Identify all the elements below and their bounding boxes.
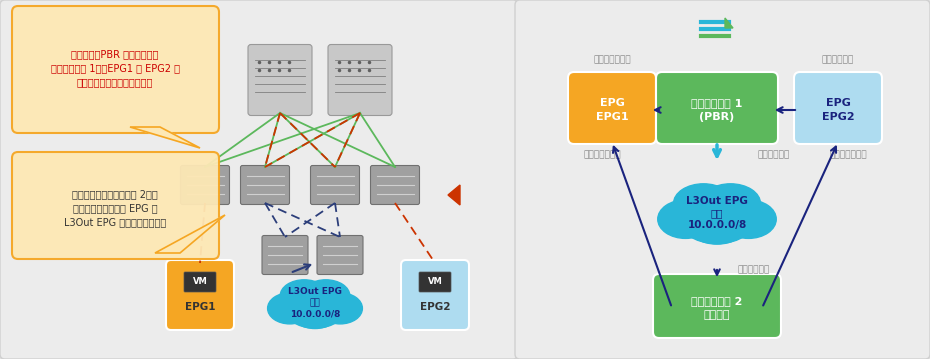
Ellipse shape — [721, 200, 777, 238]
FancyBboxPatch shape — [262, 236, 308, 275]
Ellipse shape — [658, 200, 713, 238]
FancyBboxPatch shape — [653, 274, 781, 338]
Text: EPG1: EPG1 — [185, 302, 215, 312]
FancyBboxPatch shape — [12, 152, 219, 259]
Text: コンシューマー: コンシューマー — [593, 56, 631, 65]
Text: プロバイダー: プロバイダー — [737, 266, 769, 275]
Ellipse shape — [291, 297, 339, 328]
Ellipse shape — [318, 293, 363, 324]
Text: コントラクト 2
（許可）: コントラクト 2 （許可） — [691, 297, 743, 320]
Text: コントラクト: コントラクト — [757, 150, 790, 159]
Ellipse shape — [700, 184, 761, 223]
FancyBboxPatch shape — [328, 45, 392, 116]
Text: L3Out EPG
外部
10.0.0.0/8: L3Out EPG 外部 10.0.0.0/8 — [686, 196, 748, 230]
Polygon shape — [155, 215, 225, 253]
FancyBboxPatch shape — [311, 165, 360, 205]
FancyBboxPatch shape — [317, 236, 363, 275]
FancyBboxPatch shape — [656, 72, 778, 144]
FancyBboxPatch shape — [12, 6, 219, 133]
FancyBboxPatch shape — [0, 0, 518, 359]
Text: EPG2: EPG2 — [419, 302, 450, 312]
Polygon shape — [725, 18, 733, 28]
Ellipse shape — [687, 205, 747, 244]
Text: プロバイダー: プロバイダー — [822, 56, 854, 65]
Text: VM: VM — [428, 278, 443, 286]
FancyBboxPatch shape — [419, 272, 451, 292]
Polygon shape — [448, 185, 460, 205]
Polygon shape — [130, 127, 200, 148]
Text: 垂直方向（コントラクト 2）：
ファイアウォールを EPG と
L3Out EPG の間のパスに配置: 垂直方向（コントラクト 2）： ファイアウォールを EPG と L3Out EP… — [64, 189, 166, 227]
Text: コンシューマー: コンシューマー — [830, 150, 867, 159]
Ellipse shape — [676, 186, 758, 244]
Text: L3Out EPG
外部
10.0.0.0/8: L3Out EPG 外部 10.0.0.0/8 — [288, 288, 342, 318]
Text: VM: VM — [193, 278, 207, 286]
Ellipse shape — [280, 280, 328, 312]
Text: 水平方向（PBR が設定された
コントラクト 1）：EPG1 と EPG2 の
間にファイアウォールを挿入: 水平方向（PBR が設定された コントラクト 1）：EPG1 と EPG2 の … — [50, 49, 179, 87]
FancyBboxPatch shape — [241, 165, 289, 205]
Text: EPG
EPG1: EPG EPG1 — [596, 98, 629, 122]
Ellipse shape — [268, 293, 312, 324]
Ellipse shape — [282, 282, 348, 328]
FancyBboxPatch shape — [515, 0, 930, 359]
FancyBboxPatch shape — [794, 72, 882, 144]
FancyBboxPatch shape — [184, 272, 216, 292]
FancyBboxPatch shape — [401, 260, 469, 330]
Text: EPG
EPG2: EPG EPG2 — [822, 98, 855, 122]
FancyBboxPatch shape — [568, 72, 656, 144]
FancyBboxPatch shape — [248, 45, 312, 116]
FancyBboxPatch shape — [180, 165, 230, 205]
FancyBboxPatch shape — [166, 260, 234, 330]
Text: コンシューマー: コンシューマー — [583, 150, 621, 159]
Ellipse shape — [673, 184, 734, 223]
Ellipse shape — [302, 280, 350, 312]
Text: コントラクト 1
(PBR): コントラクト 1 (PBR) — [691, 98, 743, 122]
FancyBboxPatch shape — [370, 165, 419, 205]
